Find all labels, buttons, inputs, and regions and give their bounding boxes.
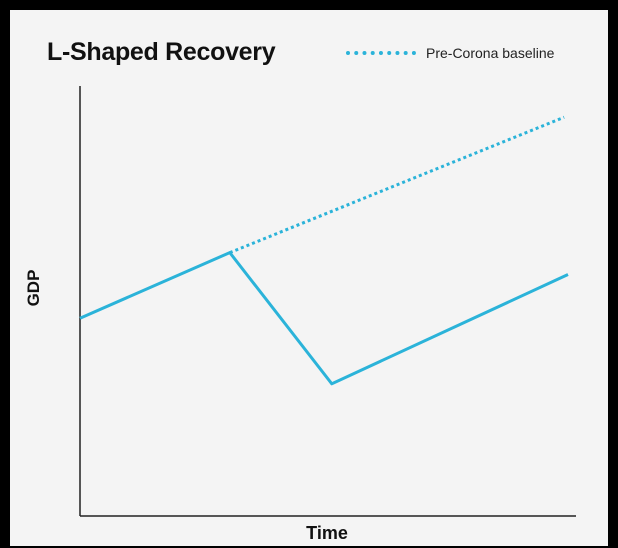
y-axis-label: GDP xyxy=(24,269,43,307)
legend-dotted-swatch xyxy=(346,51,416,55)
baseline-series-line xyxy=(229,115,565,254)
series-layer xyxy=(79,115,569,386)
gdp-series-line xyxy=(79,251,569,386)
legend-label: Pre-Corona baseline xyxy=(426,45,555,61)
legend: Pre-Corona baseline xyxy=(346,45,554,61)
plot-area xyxy=(79,86,576,517)
chart-title: L-Shaped Recovery xyxy=(47,38,276,66)
chart-frame: L-Shaped Recovery Pre-Corona baseline GD… xyxy=(10,10,608,546)
x-axis-label: Time xyxy=(306,523,348,543)
